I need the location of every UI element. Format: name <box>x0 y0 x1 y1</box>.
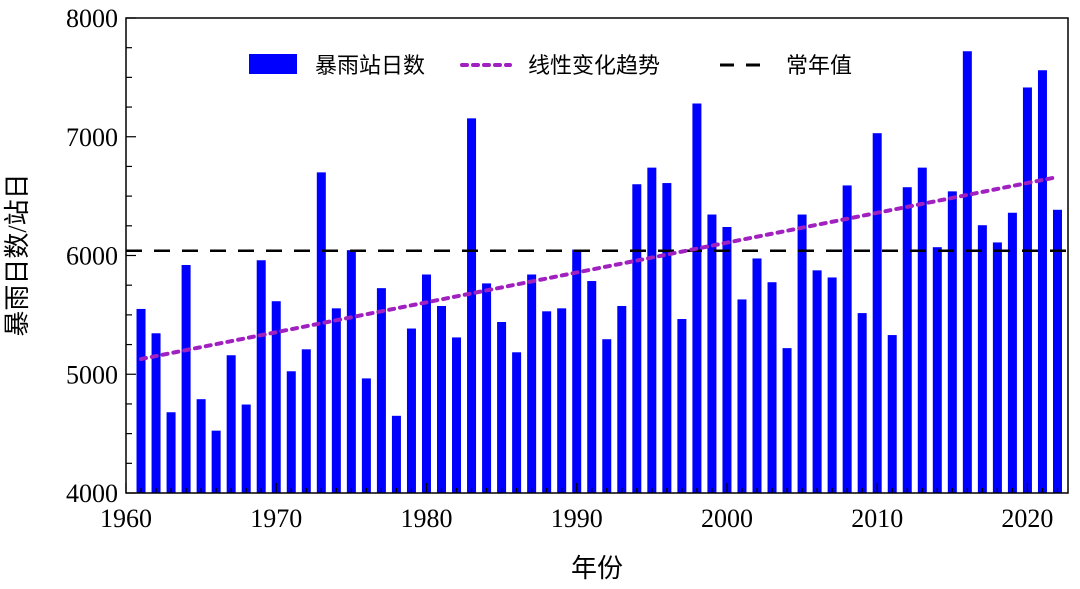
y-tick-label: 7000 <box>66 123 118 152</box>
trend-line <box>139 175 1060 362</box>
bar-1989 <box>557 308 567 493</box>
legend-label-normal: 常年值 <box>786 53 852 78</box>
bar-1998 <box>692 103 702 493</box>
bars-group <box>136 51 1062 493</box>
bar-2021 <box>1037 70 1047 493</box>
x-tick-label: 1970 <box>250 504 302 533</box>
bar-1982 <box>452 337 462 493</box>
y-tick-label: 6000 <box>66 242 118 271</box>
bar-1972 <box>301 349 311 493</box>
bar-1976 <box>361 378 371 493</box>
bar-1977 <box>376 288 386 493</box>
bar-1973 <box>316 172 326 493</box>
bar-2020 <box>1022 87 1032 493</box>
bar-1963 <box>166 412 176 493</box>
bar-1985 <box>497 322 507 493</box>
bar-1979 <box>406 328 416 493</box>
bar-2015 <box>947 191 957 493</box>
bar-1997 <box>677 319 687 493</box>
bar-1990 <box>572 249 582 493</box>
bar-1993 <box>617 305 627 493</box>
bar-2002 <box>752 258 762 493</box>
bar-1981 <box>437 305 447 493</box>
bar-1986 <box>512 352 522 493</box>
bar-1971 <box>286 371 296 493</box>
y-axis: 4000 5000 6000 7000 8000 <box>66 4 136 508</box>
bar-1970 <box>271 301 281 493</box>
bar-2006 <box>812 270 822 493</box>
bar-2017 <box>977 225 987 493</box>
x-tick-label: 1980 <box>400 504 452 533</box>
bar-1978 <box>391 415 401 493</box>
bar-2001 <box>737 299 747 493</box>
legend-swatch-bar <box>249 54 297 74</box>
x-axis: 1960 1970 1980 1990 2000 2010 2020 <box>100 483 1059 533</box>
bar-1988 <box>542 311 552 493</box>
bar-2008 <box>842 185 852 493</box>
bar-2022 <box>1052 209 1062 493</box>
bar-1992 <box>602 339 612 493</box>
bar-2016 <box>962 51 972 493</box>
bar-2011 <box>887 335 897 493</box>
bar-1969 <box>256 260 266 493</box>
x-tick-label: 1990 <box>551 504 603 533</box>
bar-2012 <box>902 187 912 493</box>
x-axis-label: 年份 <box>571 554 623 583</box>
bar-1984 <box>482 283 492 493</box>
legend: 暴雨站日数 线性变化趋势 常年值 <box>249 53 852 78</box>
bar-1974 <box>331 308 341 493</box>
x-tick-label: 2020 <box>1001 504 1053 533</box>
bar-2003 <box>767 282 777 493</box>
bar-1995 <box>647 167 657 493</box>
bar-1966 <box>211 430 221 493</box>
bar-1996 <box>662 183 672 493</box>
bar-1968 <box>241 404 251 493</box>
legend-label-trend: 线性变化趋势 <box>528 53 660 78</box>
bar-1964 <box>181 265 191 493</box>
bar-2000 <box>722 227 732 493</box>
bar-1987 <box>527 274 537 493</box>
bar-2004 <box>782 348 792 493</box>
bar-2014 <box>932 247 942 493</box>
bar-1980 <box>421 274 431 493</box>
x-tick-label: 1960 <box>100 504 152 533</box>
bar-1975 <box>346 250 356 493</box>
y-tick-label: 4000 <box>66 479 118 508</box>
bar-2009 <box>857 313 867 493</box>
y-tick-label: 8000 <box>66 4 118 33</box>
bar-2013 <box>917 167 927 493</box>
bar-1967 <box>226 355 236 493</box>
legend-label-bar: 暴雨站日数 <box>315 53 425 78</box>
bar-1991 <box>587 281 597 493</box>
bar-2019 <box>1007 212 1017 493</box>
bar-2018 <box>992 242 1002 493</box>
bar-1994 <box>632 184 642 493</box>
bar-1961 <box>136 308 146 493</box>
x-tick-label: 2000 <box>701 504 753 533</box>
bar-1999 <box>707 214 717 493</box>
y-axis-label: 暴雨日数/站日 <box>3 173 32 336</box>
bar-2005 <box>797 214 807 493</box>
bar-2007 <box>827 277 837 493</box>
x-tick-label: 2010 <box>851 504 903 533</box>
bar-2010 <box>872 133 882 493</box>
bar-1983 <box>467 118 477 493</box>
bar-1962 <box>151 333 161 493</box>
bar-1965 <box>196 399 206 493</box>
y-tick-label: 5000 <box>66 360 118 389</box>
